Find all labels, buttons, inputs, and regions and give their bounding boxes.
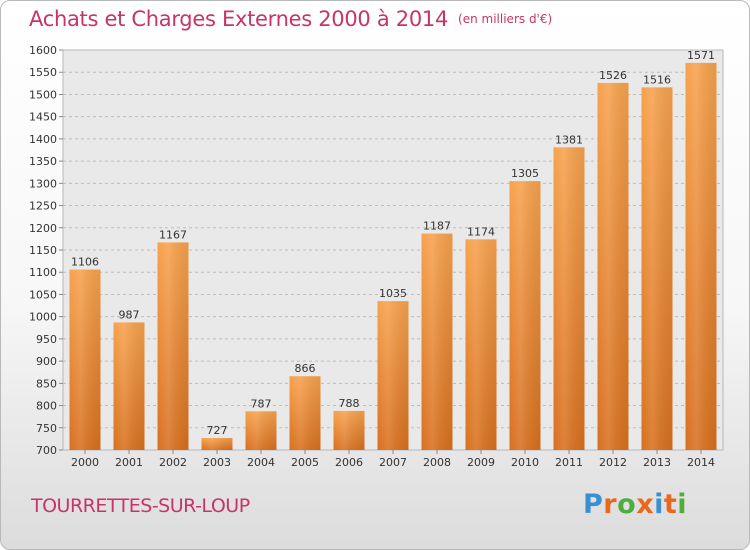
x-tick-label: 2012 [599,456,627,469]
chart-subtitle: (en milliers d'€) [458,12,553,26]
bar-highlight [685,62,717,451]
bar-highlight [113,322,145,450]
y-tick-label: 1550 [29,66,57,79]
bar-value-label: 1381 [555,133,583,146]
y-tick-label: 1500 [29,88,57,101]
x-tick-label: 2007 [379,456,407,469]
x-tick-label: 2004 [247,456,275,469]
y-tick-label: 850 [36,377,57,390]
proxiti-logo: Proxiti [583,489,687,520]
bar-value-label: 787 [251,397,272,410]
x-tick-label: 2014 [687,456,715,469]
y-axis: 700 750 800 850 900 950 1000 1050 1100 1150 1200 12… [29,44,63,457]
bar-value-label: 866 [295,362,316,375]
logo-letter: x [636,489,655,520]
logo-letter: i [677,489,688,520]
logo-letter: o [617,489,637,520]
x-tick-label: 2010 [511,456,539,469]
y-tick-label: 1400 [29,133,57,146]
y-tick-label: 1000 [29,311,57,324]
bar-value-label: 1516 [643,73,671,86]
chart-title: Achats et Charges Externes 2000 à 2014 (e… [29,7,552,31]
y-tick-label: 1350 [29,155,57,168]
y-tick-label: 1100 [29,266,57,279]
bar-highlight [333,410,365,450]
logo-letter: r [603,489,618,520]
logo-letter: P [583,489,604,520]
bar-value-label: 788 [339,397,360,410]
x-tick-label: 2011 [555,456,583,469]
y-tick-label: 1050 [29,288,57,301]
bar-highlight [421,233,453,450]
x-tick-label: 2001 [115,456,143,469]
bar-value-label: 1187 [423,220,451,233]
x-tick-label: 2005 [291,456,319,469]
chart-title-text: Achats et Charges Externes 2000 à 2014 [29,7,449,31]
bar-highlight [377,301,409,450]
bar-value-label: 1305 [511,167,539,180]
y-tick-label: 1450 [29,111,57,124]
bar-highlight [69,269,101,450]
location-name: TOURRETTES-SUR-LOUP [31,495,250,517]
bars: 1106 987 1167 727 787 866 788 1035 1187 1174 1305 1… [69,49,717,451]
logo-letter: i [654,489,664,520]
bar-highlight [641,87,673,450]
y-tick-label: 1300 [29,177,57,190]
bar-value-label: 1106 [71,256,99,269]
bar-value-label: 1167 [159,228,187,241]
bar-highlight [553,147,585,451]
x-tick-label: 2002 [159,456,187,469]
y-tick-label: 1200 [29,222,57,235]
y-tick-label: 1250 [29,200,57,213]
y-tick-label: 950 [36,333,57,346]
x-tick-label: 2006 [335,456,363,469]
x-tick-label: 2000 [71,456,99,469]
y-tick-label: 800 [36,400,57,413]
bar-value-label: 1571 [687,49,715,62]
y-tick-label: 750 [36,422,57,435]
y-tick-label: 1600 [29,44,57,57]
x-tick-label: 2003 [203,456,231,469]
bar-highlight [201,438,233,450]
x-axis: 2000 2001 2002 2003 2004 2005 2006 2007 2008 2009… [71,450,715,469]
y-tick-label: 900 [36,355,57,368]
x-tick-label: 2013 [643,456,671,469]
logo-letter: t [663,489,678,520]
y-tick-label: 1150 [29,244,57,257]
y-tick-label: 700 [36,444,57,457]
bar-value-label: 987 [119,308,140,321]
bar-value-label: 1174 [467,225,495,238]
bar-value-label: 1035 [379,287,407,300]
bar-highlight [509,181,541,450]
x-tick-label: 2009 [467,456,495,469]
x-tick-label: 2008 [423,456,451,469]
bar-highlight [289,376,321,450]
bar-value-label: 727 [207,424,228,437]
bar-highlight [245,411,277,450]
bar-value-label: 1526 [599,69,627,82]
bar-highlight [157,242,189,450]
bar-highlight [465,239,497,450]
bar-highlight [597,82,629,450]
